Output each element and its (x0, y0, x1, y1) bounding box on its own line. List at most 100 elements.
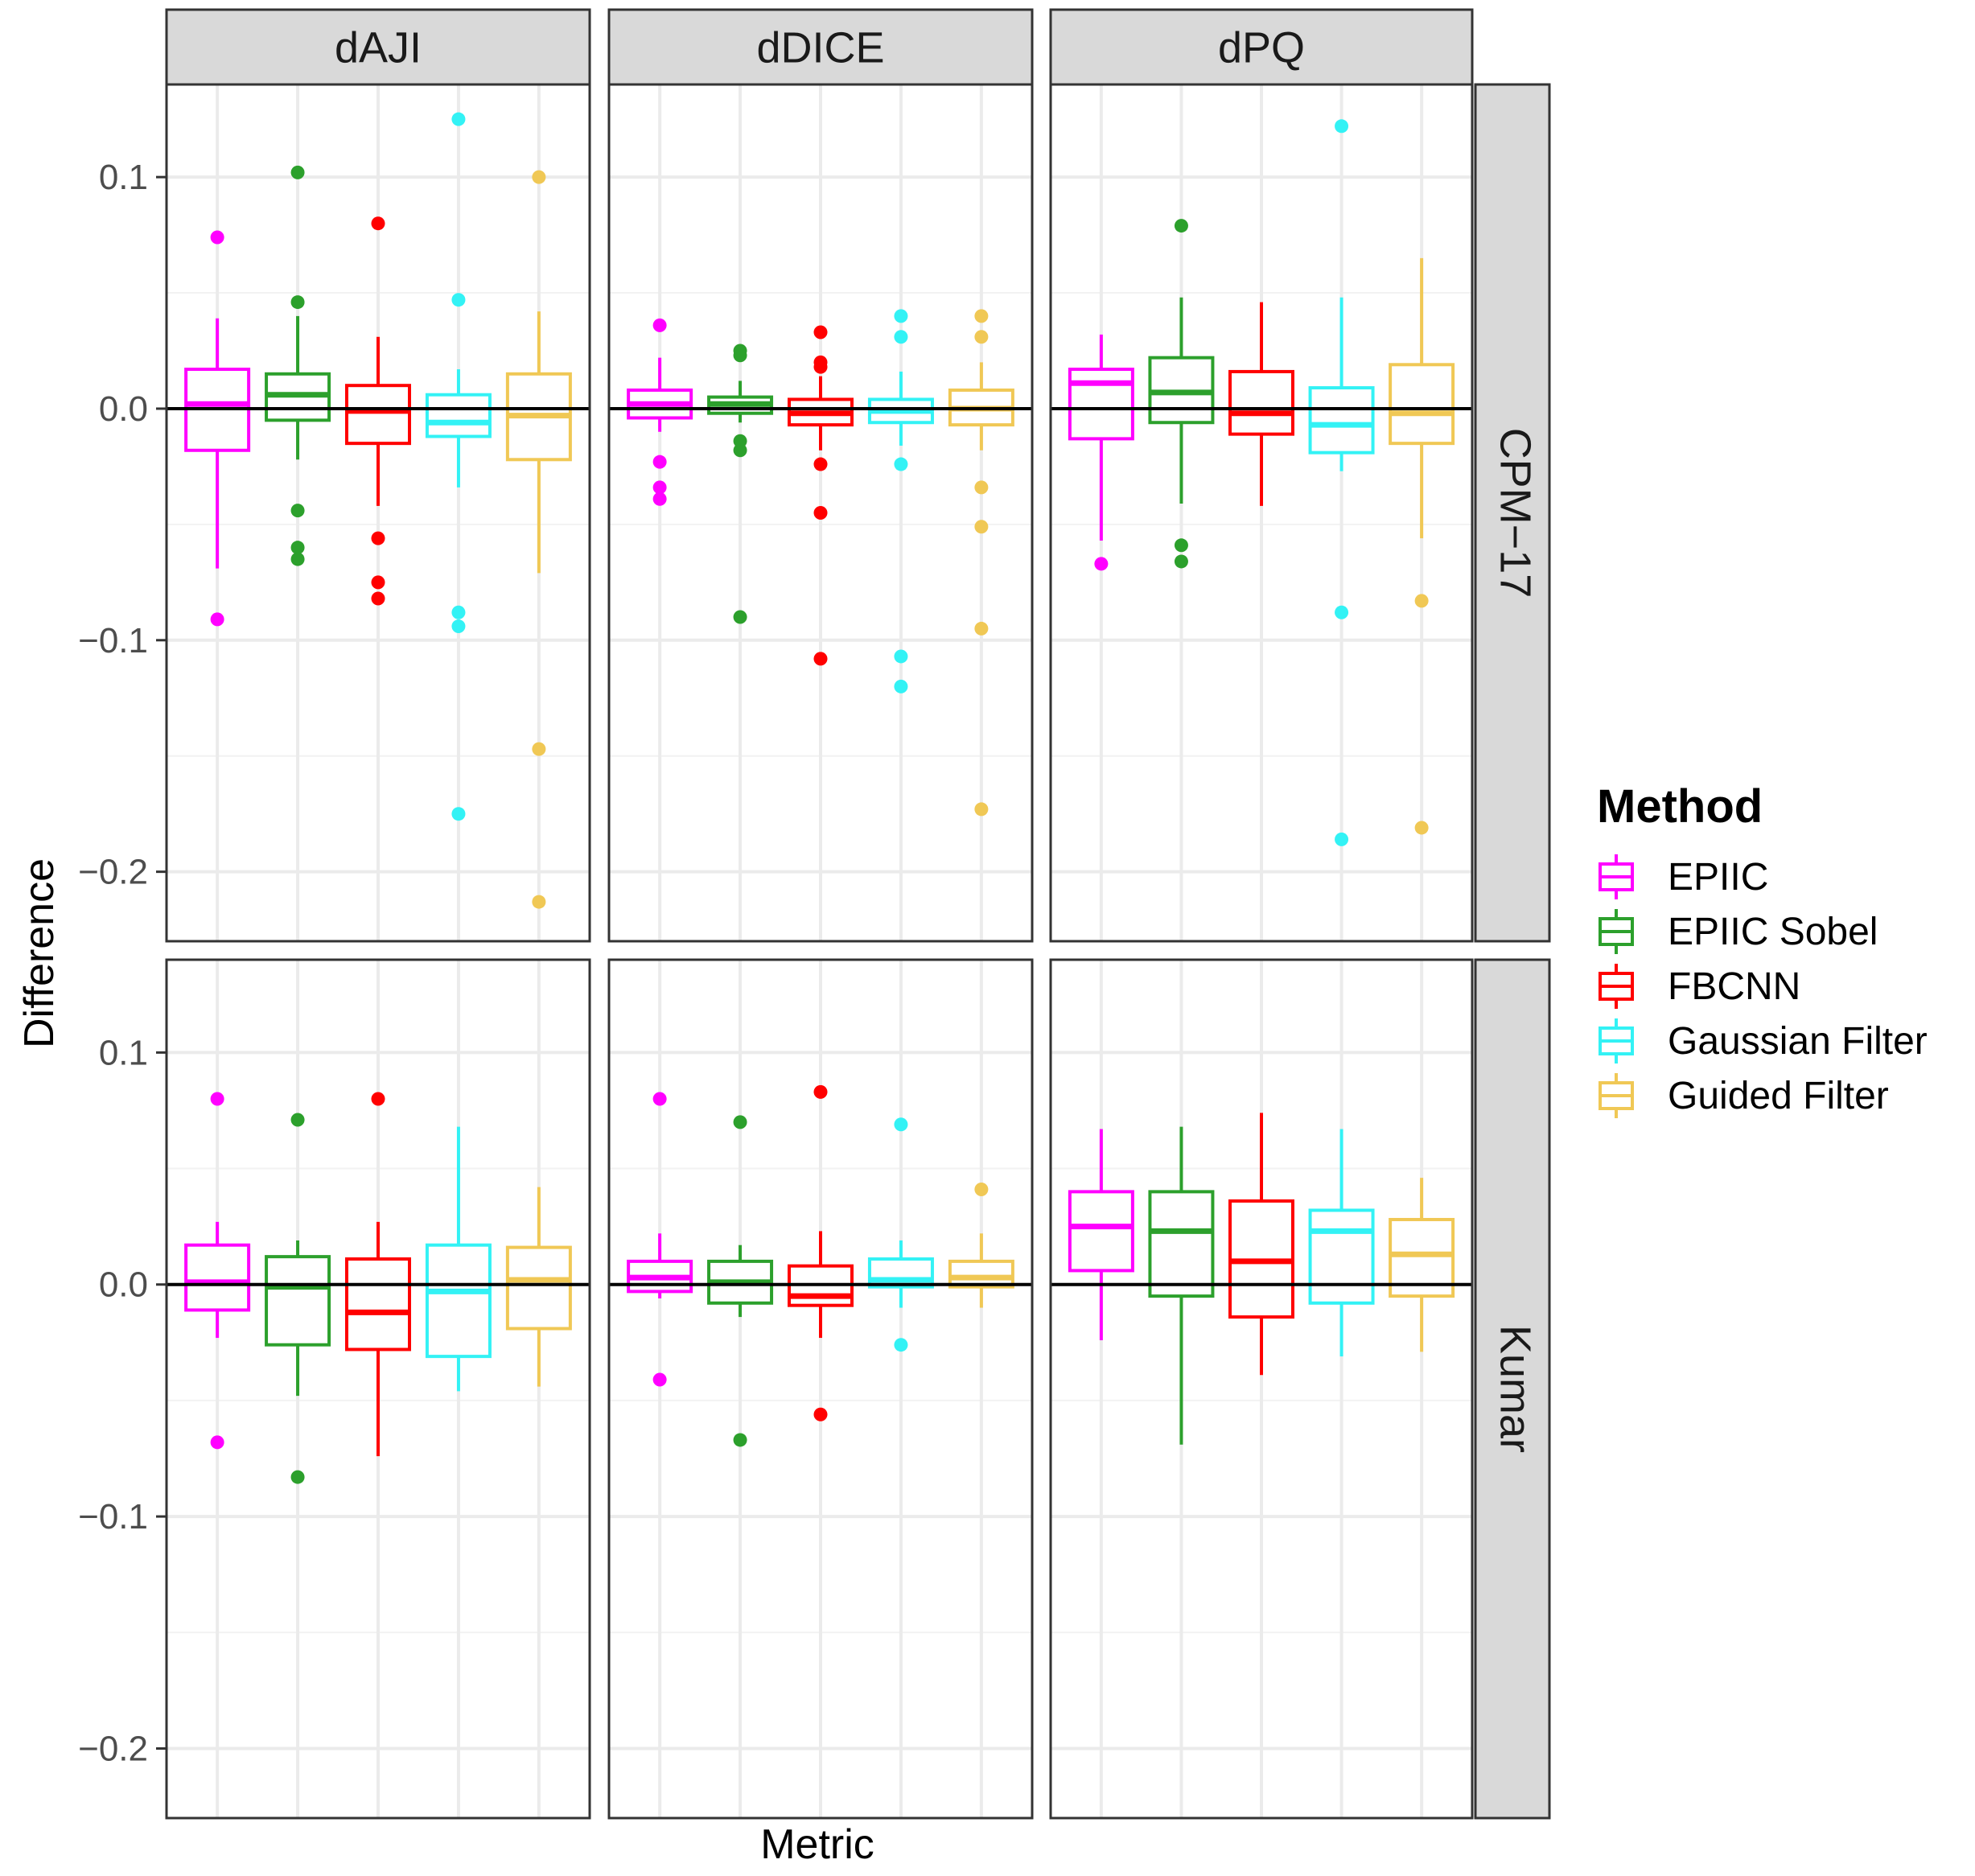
panel-cpm-17-ddice (607, 83, 1034, 943)
outlier-point (532, 895, 546, 909)
strip-kumar (1474, 958, 1551, 1820)
box-gaussian-filter (425, 1126, 492, 1392)
box-iqr (948, 1259, 1014, 1289)
box-gaussian-filter (1308, 1129, 1375, 1357)
outlier-point (894, 457, 908, 471)
outlier-point (451, 605, 466, 619)
strip-cpm-17 (1474, 83, 1551, 943)
box-epiic-sobel (707, 1115, 774, 1447)
legend-label: EPIIC Sobel (1668, 911, 1878, 953)
outlier-point (532, 742, 546, 756)
outlier-point (371, 575, 385, 590)
box-fbcnn (1228, 302, 1294, 506)
box-iqr (505, 1245, 572, 1331)
outlier-point (290, 165, 305, 179)
panel-cpm-17-daji (165, 83, 591, 943)
box-iqr (1228, 369, 1294, 436)
outlier-point (894, 679, 908, 693)
box-iqr (345, 1257, 411, 1351)
legend-item-epiic: EPIIC (1599, 854, 1768, 899)
outlier-point (733, 348, 747, 363)
outlier-point (451, 807, 466, 821)
box-iqr (184, 1243, 251, 1312)
legend-label: Gaussian Filter (1668, 1020, 1928, 1063)
outlier-point (813, 506, 828, 520)
strip-label-daji: dAJI (335, 24, 422, 72)
strip-daji (165, 8, 591, 86)
panel-border (1049, 958, 1474, 1820)
legend-item-guided-filter: Guided Filter (1599, 1073, 1889, 1118)
legend: Method EPIIC EPIIC Sobel FBCNN Gaussian Filt… (1597, 780, 1928, 1118)
panel-border (165, 83, 591, 943)
y-axis-title: Difference (16, 858, 63, 1048)
panel-kumar-daji (165, 958, 591, 1820)
outlier-point (974, 1182, 989, 1196)
outlier-point (210, 230, 224, 245)
outlier-point (1094, 557, 1109, 571)
strip-ddice (607, 8, 1034, 86)
legend-label: EPIIC (1668, 856, 1768, 899)
outlier-point (371, 216, 385, 231)
box-gaussian-filter (425, 112, 492, 821)
outlier-point (1174, 538, 1188, 553)
outlier-point (451, 112, 466, 126)
box-gaussian-filter (1308, 119, 1375, 846)
outlier-point (733, 1115, 747, 1129)
outlier-point (813, 1407, 828, 1421)
outlier-point (652, 1372, 667, 1387)
outlier-point (894, 649, 908, 664)
outlier-point (371, 1092, 385, 1106)
outlier-point (290, 552, 305, 566)
panel-kumar-ddice (607, 958, 1034, 1820)
outlier-point (290, 295, 305, 310)
outlier-point (290, 1113, 305, 1127)
outlier-point (813, 360, 828, 374)
strip-label-ddice: dDICE (756, 24, 884, 72)
panel-border (607, 958, 1034, 1820)
outlier-point (974, 309, 989, 323)
outlier-point (371, 531, 385, 545)
outlier-point (1414, 821, 1429, 835)
outlier-point (652, 492, 667, 506)
y-tick-label: 0.0 (99, 389, 148, 429)
legend-label: Guided Filter (1668, 1075, 1889, 1117)
box-iqr (1389, 363, 1455, 446)
outlier-point (1174, 554, 1188, 569)
y-tick-label: 0.1 (99, 158, 148, 197)
box-gaussian-filter (867, 1117, 934, 1352)
outlier-point (652, 318, 667, 332)
strip-dpq (1049, 8, 1474, 86)
outlier-point (451, 293, 466, 307)
outlier-point (532, 170, 546, 184)
box-epiic-sobel (265, 1113, 331, 1484)
box-epiic-sobel (1148, 1126, 1215, 1445)
legend-item-fbcnn: FBCNN (1599, 964, 1800, 1009)
box-fbcnn (345, 1092, 411, 1457)
outlier-point (1335, 119, 1349, 134)
box-guided-filter (505, 1187, 572, 1387)
box-iqr (345, 384, 411, 446)
box-iqr (425, 1243, 492, 1359)
box-iqr (1148, 1190, 1215, 1298)
outlier-point (894, 1338, 908, 1352)
box-fbcnn (1228, 1113, 1294, 1376)
box-iqr (1308, 386, 1375, 455)
outlier-point (210, 1092, 224, 1106)
panel-border (1049, 83, 1474, 943)
y-tick-label: 0.1 (99, 1033, 148, 1072)
outlier-point (290, 541, 305, 555)
outlier-point (894, 330, 908, 344)
y-tick-label: −0.2 (78, 853, 148, 892)
box-iqr (1068, 368, 1134, 441)
panel-kumar-dpq (1049, 958, 1474, 1820)
outlier-point (1414, 594, 1429, 608)
box-fbcnn (345, 216, 411, 606)
outlier-point (813, 325, 828, 339)
y-tick-label: −0.1 (78, 621, 148, 660)
strip-label-dpq: dPQ (1218, 24, 1305, 72)
box-guided-filter (1389, 257, 1455, 835)
box-epiic (184, 1092, 251, 1450)
box-guided-filter (948, 1182, 1014, 1308)
box-fbcnn (788, 325, 854, 666)
